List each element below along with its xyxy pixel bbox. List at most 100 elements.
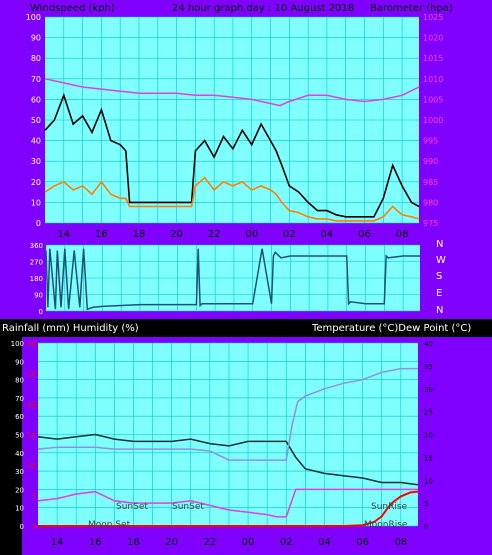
barometer-y-tick-label: 995	[423, 137, 438, 146]
barometer-y-tick-label: 1020	[423, 34, 443, 43]
data-series	[37, 78, 420, 527]
temperature-y-tick-label: 5	[424, 500, 428, 508]
series-barometer	[44, 78, 420, 107]
wind-x-tick-label: 20	[170, 229, 183, 240]
wind-y-tick-label: 20	[31, 178, 41, 187]
barometer-y-tick-label: 1025	[423, 13, 443, 22]
rain-y-tick-label: 20	[27, 401, 36, 409]
mid-right-label: Temperature (°C)Dew Point (°C)	[311, 323, 471, 334]
series-temperature	[37, 433, 419, 486]
temperature-x-tick-label: 14	[51, 537, 64, 548]
humidity-y-tick-label: 90	[15, 358, 24, 366]
barometer-y-tick-label: 1005	[423, 95, 443, 104]
annotation-sunrise: SunRise	[371, 502, 408, 512]
temperature-x-tick-label: 00	[242, 537, 255, 548]
series-humidity	[37, 367, 418, 461]
humidity-y-tick-label: 60	[15, 413, 24, 421]
temperature-x-tick-label: 08	[394, 537, 407, 548]
temperature-x-tick-label: 02	[280, 537, 293, 548]
wind-x-tick-label: 22	[208, 229, 221, 240]
direction-y-tick-label: 0	[39, 308, 43, 316]
rain-y-tick-label: 30	[27, 340, 36, 348]
compass-e: E	[436, 288, 442, 299]
series-rain	[38, 490, 419, 527]
temperature-y-tick-label: 10	[424, 477, 433, 485]
temperature-y-tick-label: 15	[424, 454, 433, 462]
temperature-x-tick-label: 20	[165, 537, 178, 548]
humidity-y-tick-label: 70	[15, 395, 24, 403]
series-gust	[44, 92, 420, 218]
rain-y-tick-label: 5	[32, 493, 36, 501]
direction-y-tick-label: 360	[30, 242, 43, 250]
compass-w: W	[436, 255, 446, 266]
wind-y-tick-label: 40	[31, 137, 41, 146]
temperature-x-tick-label: 16	[89, 537, 102, 548]
axis-labels: 0102030405060708090100975980985990995100…	[11, 13, 444, 548]
barometer-y-tick-label: 1000	[423, 116, 443, 125]
rain-y-tick-label: 25	[27, 371, 36, 379]
rain-y-tick-label: 15	[27, 432, 36, 440]
wind-x-tick-label: 02	[283, 229, 296, 240]
barometer-y-tick-label: 1010	[423, 75, 443, 84]
wind-x-tick-label: 06	[358, 229, 371, 240]
barometer-y-tick-label: 975	[423, 219, 438, 228]
temperature-y-tick-label: 30	[424, 386, 433, 394]
wind-x-tick-label: 08	[396, 229, 409, 240]
temperature-x-tick-label: 06	[356, 537, 369, 548]
header-center-label: 24 hour graph day : 10 August 2018	[172, 3, 354, 14]
temperature-x-tick-label: 18	[127, 537, 140, 548]
compass-n-top: N	[436, 239, 443, 250]
compass-s: S	[436, 271, 442, 282]
barometer-y-tick-label: 985	[423, 178, 438, 187]
mid-left-label: Rainfall (mm) Humidity (%)	[2, 323, 139, 334]
humidity-y-tick-label: 50	[15, 432, 24, 440]
wind-y-tick-label: 60	[31, 95, 41, 104]
direction-y-tick-label: 90	[34, 292, 43, 300]
direction-y-tick-label: 270	[30, 259, 43, 267]
annotation-moonrise: MoonRise	[364, 520, 408, 530]
series-dew_point	[37, 488, 418, 518]
wind-y-tick-label: 100	[26, 13, 41, 22]
humidity-y-tick-label: 40	[15, 450, 24, 458]
wind-x-tick-label: 14	[57, 229, 70, 240]
annotation-sunset-1: SunSet	[116, 502, 148, 512]
wind-y-tick-label: 10	[31, 198, 41, 207]
humidity-y-tick-label: 0	[20, 523, 24, 531]
wind-y-tick-label: 30	[31, 157, 41, 166]
humidity-y-tick-label: 10	[15, 505, 24, 513]
compass-n-bottom: N	[436, 305, 443, 316]
wind-x-tick-label: 00	[245, 229, 258, 240]
barometer-y-tick-label: 990	[423, 157, 438, 166]
wind-x-tick-label: 18	[133, 229, 146, 240]
barometer-y-tick-label: 980	[423, 198, 438, 207]
header-right-label: Barometer (hpa)	[370, 3, 453, 14]
barometer-y-tick-label: 1015	[423, 54, 443, 63]
humidity-y-tick-label: 20	[15, 486, 24, 494]
series-average	[44, 176, 420, 222]
wind-x-tick-label: 04	[321, 229, 334, 240]
temperature-x-tick-label: 04	[318, 537, 331, 548]
humidity-y-tick-label: 80	[15, 377, 24, 385]
direction-y-tick-label: 180	[30, 275, 43, 283]
header-left-label: Windspeed (kph)	[30, 3, 115, 14]
series-direction	[45, 248, 420, 311]
humidity-y-tick-label: 30	[15, 468, 24, 476]
temperature-y-tick-label: 35	[424, 363, 433, 371]
temperature-x-tick-label: 22	[203, 537, 216, 548]
annotation-sunset-2: SunSet	[172, 502, 204, 512]
wind-y-tick-label: 0	[36, 219, 41, 228]
humidity-y-tick-label: 100	[11, 340, 24, 348]
temperature-y-tick-label: 40	[424, 340, 433, 348]
wind-x-tick-label: 16	[95, 229, 108, 240]
wind-y-tick-label: 80	[31, 54, 41, 63]
wind-y-tick-label: 50	[31, 116, 41, 125]
temperature-y-tick-label: 25	[424, 409, 433, 417]
temperature-y-tick-label: 20	[424, 432, 433, 440]
temperature-y-tick-label: 0	[424, 523, 428, 531]
rain-y-tick-label: 10	[27, 462, 36, 470]
rain-y-tick-label: 0	[32, 523, 36, 531]
annotation-moonset: Moon Set	[88, 520, 131, 530]
gridlines	[38, 16, 420, 527]
